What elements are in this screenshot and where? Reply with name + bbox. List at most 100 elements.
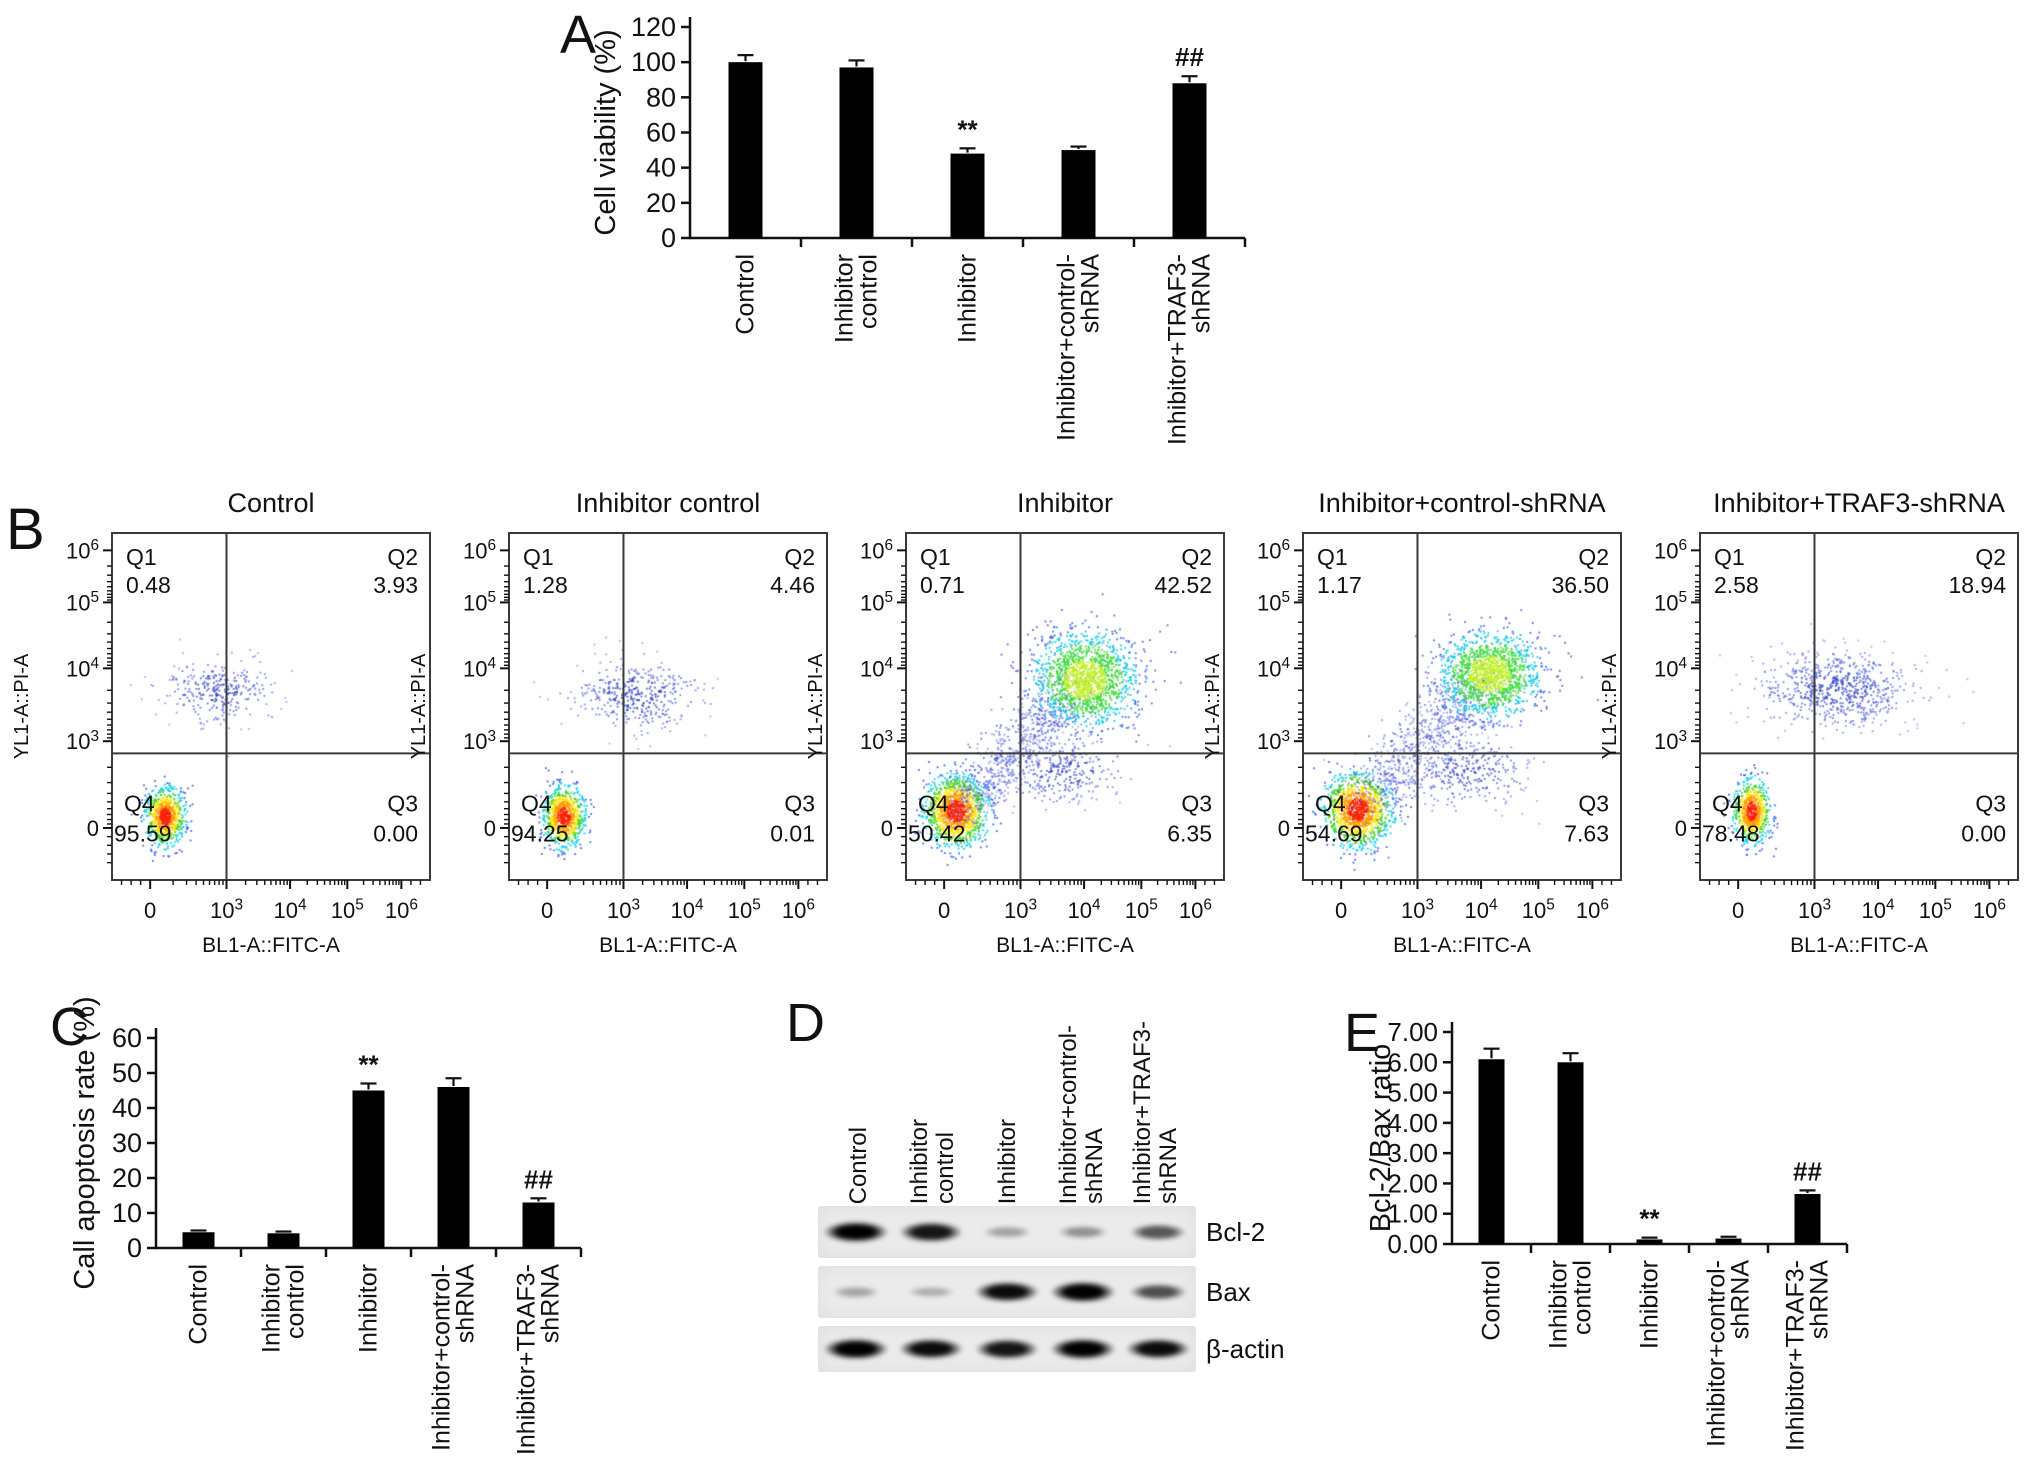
y-tick-label: 20: [112, 1163, 142, 1193]
y-tick-label: 0: [661, 223, 676, 253]
bar: [522, 1202, 555, 1248]
y-tick-label: 104: [1654, 655, 1687, 681]
category-label: Inhibitor+control-shRNA: [428, 1264, 480, 1451]
category-label-line: Inhibitor+control-: [1053, 254, 1081, 441]
y-tick-label: 103: [860, 728, 893, 754]
y-tick-label: 105: [66, 589, 99, 615]
quadrant-q3-value: 0.00: [373, 821, 418, 847]
y-tick-label: 103: [1257, 728, 1290, 754]
lane-label-text: Control: [844, 1126, 872, 1204]
y-tick-label: 120: [631, 12, 676, 42]
category-label-line: shRNA: [1727, 1260, 1755, 1340]
y-tick-label: 0: [127, 1233, 142, 1263]
category-label: Inhibitor: [1636, 1260, 1664, 1349]
y-tick-label: 103: [66, 728, 99, 754]
blot-lane-labels: Control Inhibitor control Inhibitor Inhibito…: [822, 998, 1194, 1204]
category-label: Control: [732, 254, 760, 335]
flow-plot-svg: Inhibitor+control-shRNA 106 105 104 103 0 0 103…: [1202, 488, 1622, 957]
flow-plot-1: Control 106 105 104 103 0 0 103 104 105 106 BL1-A::…: [11, 478, 482, 978]
panel-b-letter: B: [6, 497, 45, 562]
y-axis-label: Cell viability (%): [590, 29, 622, 235]
y-tick-label: 100: [631, 47, 676, 77]
bar: [1172, 83, 1207, 239]
quadrant-q3-label: Q3: [1975, 791, 2006, 817]
flow-plot-svg: Inhibitor+TRAF3-shRNA 106 105 104 103 0 0 103 10…: [1599, 488, 2019, 957]
y-tick-label: 105: [1654, 589, 1687, 615]
x-tick-label: 0: [1335, 898, 1347, 923]
blot-band: [822, 1338, 889, 1360]
lane-label-text: Inhibitor: [906, 1118, 934, 1204]
blot-band: [1049, 1281, 1116, 1303]
quadrant-q1-label: Q1: [523, 544, 554, 570]
category-label: Inhibitor+TRAF3-shRNA: [1164, 254, 1216, 445]
y-tick-label: 60: [112, 1023, 142, 1053]
significance-annotation: ##: [1175, 42, 1204, 72]
quadrant-q2-value: 18.94: [1948, 572, 2006, 598]
y-tick-label: 106: [66, 537, 99, 563]
y-tick-label: 60: [646, 118, 676, 148]
x-tick-label: 104: [1862, 897, 1895, 923]
y-axis-label: Call apoptosis rate (%): [69, 996, 101, 1289]
significance-annotation: **: [1639, 1204, 1660, 1234]
category-label: Inhibitor+TRAF3-shRNA: [1782, 1260, 1834, 1451]
x-tick-label: 106: [782, 897, 815, 923]
bar: [1478, 1059, 1505, 1244]
blot-row-label: β-actin: [1206, 1334, 1285, 1364]
panel-a-letter: A: [560, 5, 597, 65]
bar: [950, 153, 985, 238]
y-tick-label: 106: [463, 537, 496, 563]
lane-label-text: Inhibitor+TRAF3-: [1129, 1020, 1157, 1204]
y-tick-label: 105: [463, 589, 496, 615]
bar: [1715, 1238, 1742, 1244]
category-label-line: control: [282, 1264, 310, 1339]
blot-band: [1125, 1338, 1191, 1360]
quadrant-q4-label: Q4: [918, 791, 949, 817]
quadrant-q3-value: 6.35: [1167, 821, 1212, 847]
bcl2-bax-ratio-bar-chart: 0.00 1.00 2.00 3.00 4.00 5.00 6.00 7.00 Control I…: [1322, 992, 2032, 1481]
x-tick-label: 106: [385, 897, 418, 923]
category-label-line: shRNA: [1806, 1260, 1834, 1340]
y-tick-label: 0: [87, 816, 99, 841]
blot-band: [831, 1286, 880, 1298]
x-tick-label: 0: [541, 898, 553, 923]
x-tick-label: 104: [1465, 897, 1498, 923]
category-label-line: Inhibitor: [258, 1264, 286, 1353]
scatter-canvas: [1700, 533, 2018, 880]
y-tick-label: 104: [66, 655, 99, 681]
y-tick-label: 104: [860, 655, 893, 681]
category-label-line: Inhibitor: [954, 254, 982, 343]
lane-label: Inhibitor+control-shRNA: [1045, 1025, 1119, 1204]
lane-label: Inhibitor+TRAF3- shRNA: [1120, 1021, 1194, 1204]
blot-strip-Bax: [818, 1266, 1196, 1318]
category-label: Inhibitor: [954, 254, 982, 343]
y-tick-label: 40: [646, 153, 676, 183]
panel-c-letter: C: [50, 997, 89, 1057]
x-tick-label: 104: [274, 897, 307, 923]
quadrant-q1-label: Q1: [126, 544, 157, 570]
panel-e-letter: E: [1344, 1003, 1381, 1063]
quadrant-q2-value: 36.50: [1551, 572, 1609, 598]
y-tick-label: 1.00: [1387, 1199, 1438, 1229]
significance-annotation: ##: [524, 1164, 553, 1194]
x-axis-label: BL1-A::FITC-A: [202, 934, 340, 957]
x-tick-label: 103: [1401, 897, 1434, 923]
quadrant-q4-value: 94.25: [511, 821, 569, 847]
y-tick-label: 0: [484, 816, 496, 841]
quadrant-q4-value: 50.42: [908, 821, 966, 847]
category-label-line: Control: [732, 254, 760, 335]
lane-label: Control: [822, 1127, 896, 1204]
panel-e-bcl2-bax-ratio: E 0.00 1.00 2.00 3.00 4.00 5.00 6.00 7.00 Contro…: [1322, 992, 2032, 1481]
x-tick-label: 0: [144, 898, 156, 923]
quadrant-q2-label: Q2: [1975, 544, 2006, 570]
flow-plot-svg: Inhibitor 106 105 104 103 0 0 103 104 105 106 BL1-A…: [805, 488, 1225, 957]
category-label-line: shRNA: [537, 1264, 565, 1344]
bar: [437, 1087, 470, 1248]
y-tick-label: 105: [860, 589, 893, 615]
significance-annotation: **: [358, 1050, 379, 1080]
scatter-canvas: [509, 533, 827, 880]
blot-strip-Bcl-2: [818, 1206, 1196, 1258]
bar: [1794, 1194, 1821, 1244]
